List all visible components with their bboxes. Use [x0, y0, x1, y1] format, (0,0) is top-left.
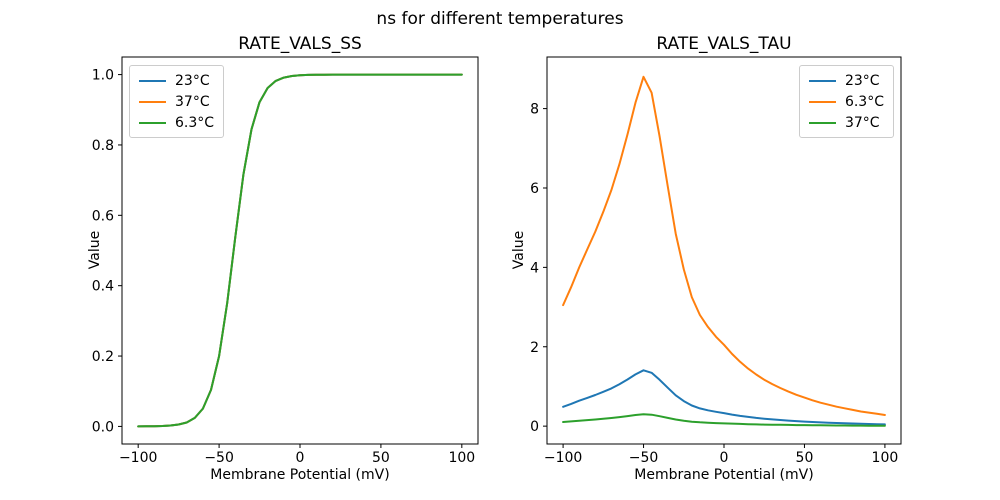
- tau-x-tick-label: 100: [872, 450, 899, 466]
- tau-plot-title: RATE_VALS_TAU: [656, 34, 792, 54]
- tau-ylabel: Value: [511, 230, 527, 270]
- legend-item-label: 23°C: [844, 72, 880, 89]
- tau-series-line-6.3cc: [562, 75, 886, 416]
- legend-item-6.3cc: 6.3°C: [139, 112, 214, 133]
- ss-axes-frame: [121, 56, 479, 445]
- ss-y-tick-label: 1.0: [92, 68, 114, 84]
- legend-line-swatch: [808, 121, 836, 124]
- legend-item-label: 23°C: [175, 72, 210, 89]
- tau-axes-frame: [546, 56, 902, 445]
- legend-line-swatch: [808, 100, 836, 103]
- ss-x-tick-label: 50: [372, 450, 390, 466]
- ss-y-tick-label: 0.8: [92, 138, 114, 154]
- ss-y-tick-label: 0.0: [92, 419, 114, 435]
- tau-legend: 23°C 6.3°C 37°C: [798, 65, 894, 138]
- ss-y-tick-label: 0.4: [92, 279, 114, 295]
- tau-x-tick-label: 0: [720, 450, 729, 466]
- legend-item-label: 37°C: [844, 114, 880, 131]
- ss-legend: 23°C 37°C 6.3°C: [129, 65, 225, 138]
- ss-xlabel: Membrane Potential (mV): [210, 467, 390, 483]
- ss-x-tick-label: −50: [204, 450, 234, 466]
- tau-y-tick-label: 0: [530, 419, 539, 435]
- legend-item-label: 37°C: [175, 93, 210, 110]
- ss-series-line-6.3cc: [137, 73, 463, 428]
- tau-series-line-37cc: [562, 413, 886, 427]
- tau-xlabel: Membrane Potential (mV): [634, 467, 814, 483]
- legend-line-swatch: [139, 100, 166, 103]
- tau-y-tick-label: 8: [530, 102, 539, 118]
- ss-x-tick-label: 100: [448, 450, 475, 466]
- tau-series-line-23cc: [562, 369, 886, 426]
- ss-x-tick-label: 0: [296, 450, 305, 466]
- legend-line-swatch: [139, 121, 166, 124]
- ss-y-tick-label: 0.2: [92, 349, 114, 365]
- tau-x-tick-label: −50: [629, 450, 659, 466]
- tau-x-tick-label: 50: [796, 450, 814, 466]
- legend-line-swatch: [139, 79, 166, 82]
- tau-y-tick-label: 2: [530, 340, 539, 356]
- tau-y-tick-label: 6: [530, 181, 539, 197]
- figure-suptitle: ns for different temperatures: [376, 9, 624, 29]
- legend-item-23cc: 23°C: [808, 70, 884, 91]
- legend-item-37cc: 37°C: [139, 91, 214, 112]
- legend-item-23cc: 23°C: [139, 70, 214, 91]
- legend-line-swatch: [808, 79, 836, 82]
- ss-ylabel: Value: [87, 230, 103, 270]
- tau-x-tick-label: −100: [544, 450, 582, 466]
- legend-item-label: 6.3°C: [844, 93, 884, 110]
- ss-plot-title: RATE_VALS_SS: [238, 34, 362, 54]
- ss-y-tick-label: 0.6: [92, 208, 114, 224]
- ss-x-tick-label: −100: [119, 450, 157, 466]
- legend-item-37cc: 37°C: [808, 112, 884, 133]
- legend-item-label: 6.3°C: [175, 114, 215, 131]
- legend-item-6.3cc: 6.3°C: [808, 91, 884, 112]
- tau-y-tick-label: 4: [530, 260, 539, 276]
